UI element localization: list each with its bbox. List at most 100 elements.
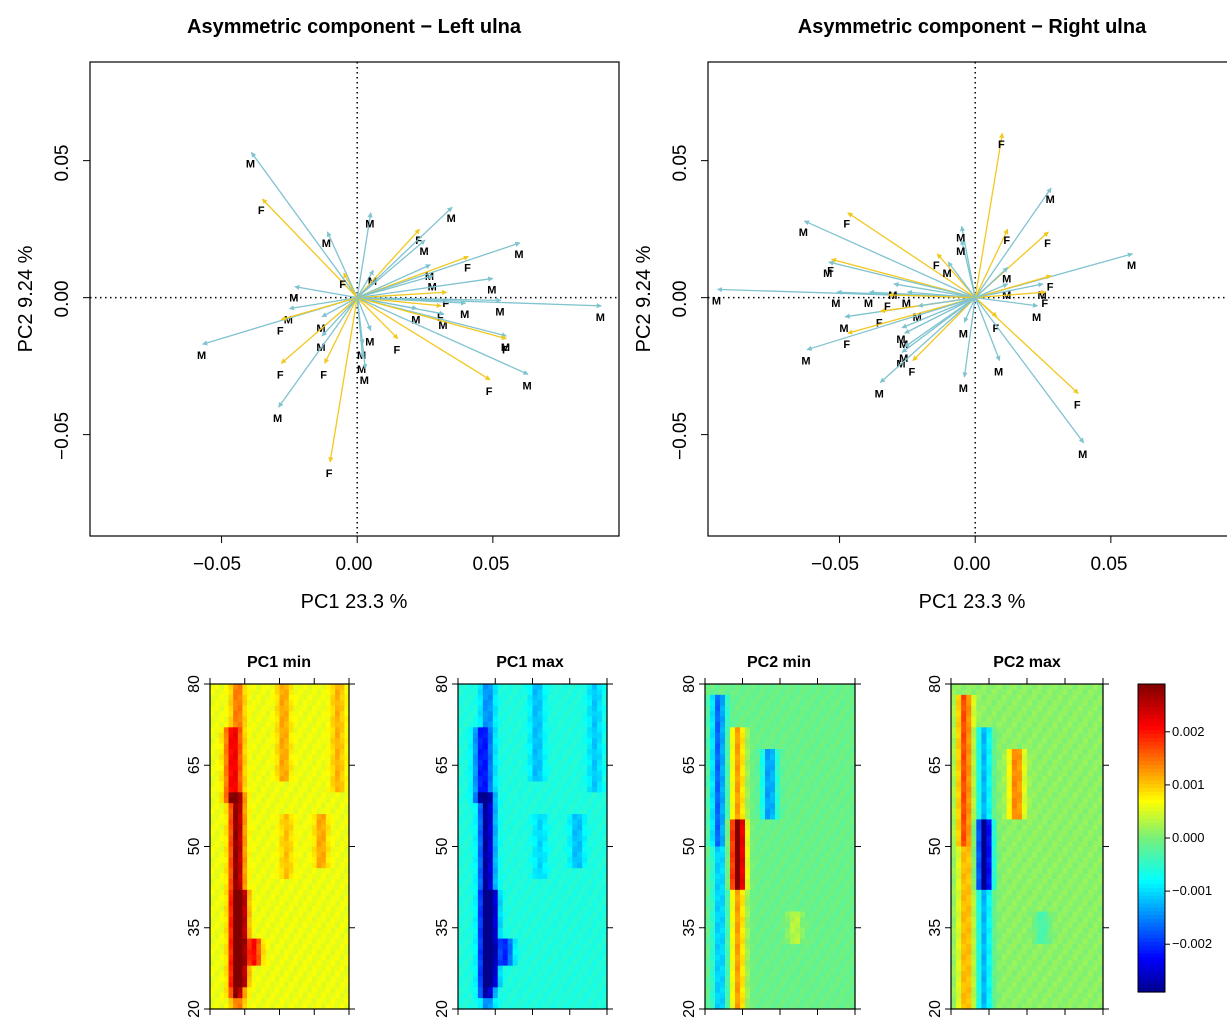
heatmap-cell xyxy=(522,851,529,858)
heatmap-cell xyxy=(567,694,573,701)
heatmap-cell xyxy=(547,727,553,734)
heatmap-cell xyxy=(316,705,322,712)
heatmap-cell xyxy=(567,808,573,815)
heatmap-cell xyxy=(572,1003,578,1010)
heatmap-cell xyxy=(251,754,257,761)
heatmap-cell xyxy=(482,938,489,945)
heatmap-cell xyxy=(562,694,568,701)
heatmap-cell xyxy=(247,987,253,994)
heatmap-cell xyxy=(780,743,786,750)
heatmap-cell xyxy=(462,819,469,826)
heatmap-cell xyxy=(307,868,313,875)
heatmap-cell xyxy=(265,965,271,972)
heatmap-cell xyxy=(825,868,831,875)
heatmap-cell xyxy=(725,754,731,761)
heatmap-cell xyxy=(557,743,563,750)
heatmap-cell xyxy=(845,797,851,804)
heatmap-cell xyxy=(472,721,479,728)
heatmap-cell xyxy=(274,1003,281,1010)
heatmap-cell xyxy=(311,873,318,880)
heatmap-cell xyxy=(835,738,841,745)
heatmap-cell xyxy=(223,792,230,799)
heatmap-cell xyxy=(472,992,479,999)
heatmap-cell xyxy=(532,900,539,907)
heatmap-cell xyxy=(810,797,816,804)
heatmap-cell xyxy=(572,927,578,934)
heatmap-cell xyxy=(497,814,504,821)
heatmap-cell xyxy=(760,738,766,745)
heatmap-cell xyxy=(307,922,313,929)
heatmap-cell xyxy=(210,922,216,929)
heatmap-cell xyxy=(602,906,608,913)
heatmap-cell xyxy=(321,879,327,886)
heatmap-cell xyxy=(725,705,731,712)
heatmap-cell xyxy=(497,916,504,923)
heatmap-cell xyxy=(705,770,711,777)
heatmap-cell xyxy=(242,824,248,831)
point-label: M xyxy=(438,320,447,332)
heatmap-cell xyxy=(705,705,711,712)
heatmap-cell xyxy=(251,916,257,923)
heatmap-cell xyxy=(321,911,327,918)
heatmap-cell xyxy=(592,846,598,853)
heatmap-cell xyxy=(293,684,299,691)
heatmap-cell xyxy=(228,738,234,745)
heatmap-cell xyxy=(755,868,761,875)
heatmap-cell xyxy=(745,868,751,875)
heatmap-cell xyxy=(815,808,821,815)
heatmap-cell xyxy=(223,743,230,750)
heatmap-cell xyxy=(247,721,253,728)
heatmap-cell xyxy=(512,749,519,756)
heatmap-cell xyxy=(247,781,253,788)
heatmap-cell xyxy=(256,700,262,707)
heatmap-pc2-min: PC2 min 2035506580LAMPL xyxy=(681,654,861,1018)
heatmap-cell xyxy=(582,873,588,880)
heatmap-cell xyxy=(810,770,816,777)
heatmap-cell xyxy=(210,846,216,853)
heatmap-title: PC1 min xyxy=(247,654,311,671)
heatmap-cell xyxy=(532,944,539,951)
heatmap-cell xyxy=(835,765,841,772)
heatmap-cell xyxy=(274,889,281,896)
heatmap-cell xyxy=(517,786,524,793)
heatmap-cell xyxy=(597,965,603,972)
heatmap-cell xyxy=(251,971,257,978)
heatmap-cell xyxy=(750,846,756,853)
heatmap-cell xyxy=(522,705,529,712)
heatmap-cell xyxy=(279,808,285,815)
heatmap-cell xyxy=(720,786,726,793)
heatmap-cell xyxy=(735,803,741,810)
heatmap-cell xyxy=(507,922,514,929)
heatmap-cell xyxy=(562,721,568,728)
heatmap-cell xyxy=(251,835,257,842)
heatmap-cell xyxy=(507,944,514,951)
heatmap-cell xyxy=(735,824,741,831)
heatmap-cell xyxy=(344,992,350,999)
heatmap-cell xyxy=(760,781,766,788)
heatmap-cell xyxy=(288,987,294,994)
heatmap-cell xyxy=(592,689,598,696)
heatmap-cell xyxy=(800,857,806,864)
heatmap-cell xyxy=(715,824,721,831)
heatmap-cell xyxy=(274,949,281,956)
heatmap-cell xyxy=(735,830,741,837)
heatmap-cell xyxy=(330,895,336,902)
heatmap-cell xyxy=(557,841,563,848)
heatmap-cell xyxy=(800,879,806,886)
heatmap-cell xyxy=(562,949,568,956)
heatmap-cell xyxy=(845,851,851,858)
heatmap-cell xyxy=(740,770,746,777)
heatmap-cell xyxy=(557,754,563,761)
heatmap-cell xyxy=(845,727,851,734)
heatmap-cell xyxy=(247,814,253,821)
heatmap-cell xyxy=(492,841,499,848)
heatmap-cell xyxy=(307,879,313,886)
heatmap-cell xyxy=(602,711,608,718)
heatmap-cell xyxy=(552,911,558,918)
heatmap-cell xyxy=(228,927,234,934)
heatmap-cell xyxy=(260,835,267,842)
heatmap-cell xyxy=(730,732,736,739)
heatmap-cell xyxy=(233,851,239,858)
heatmap-cell xyxy=(274,911,281,918)
heatmap-cell xyxy=(458,998,464,1005)
